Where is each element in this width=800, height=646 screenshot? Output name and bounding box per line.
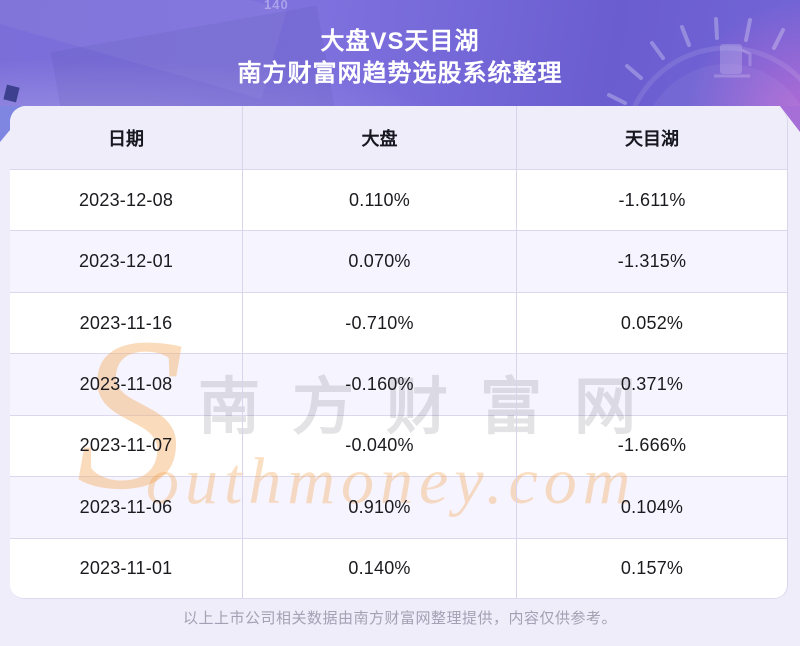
table-row: 2023-11-16 -0.710% 0.052% (10, 291, 787, 354)
cell-date: 2023-11-01 (10, 538, 243, 598)
page-title: 大盘VS天目湖 (320, 28, 480, 55)
cell-date: 2023-11-08 (10, 354, 243, 415)
table-row: 2023-11-01 0.140% 0.157% (10, 537, 787, 598)
fuel-gauge-icon (607, 17, 800, 106)
banner: 140 大盘VS天目湖 南方财富网趋势选股系统整理 (0, 0, 800, 106)
page-subtitle: 南方财富网趋势选股系统整理 (237, 60, 563, 87)
table-row: 2023-12-08 0.110% -1.611% (10, 169, 787, 231)
cell-dapan: -0.160% (243, 354, 517, 415)
table-body: 2023-12-08 0.110% -1.611% 2023-12-01 0.070% -… (10, 169, 787, 598)
fuel-pump-icon (714, 44, 752, 78)
cell-tianmuhu: 0.371% (620, 373, 684, 394)
table-row: 2023-11-07 -0.040% -1.666% (10, 414, 787, 477)
table-row: 2023-11-08 -0.160% 0.371% (10, 353, 787, 415)
speedometer-number-decoration: 140 (264, 0, 289, 12)
cell-dapan: 0.140% (243, 538, 517, 598)
cell-tianmuhu: -1.666% (617, 435, 687, 456)
data-table-card: 日期 大盘 天目湖 2023-12-08 0.110% -1.611% 2023-12… (10, 106, 788, 599)
cell-tianmuhu: 0.157% (620, 558, 684, 579)
table-row: 2023-12-01 0.070% -1.315% (10, 230, 787, 292)
cell-date: 2023-11-06 (10, 477, 243, 538)
cell-dapan: 0.110% (243, 170, 517, 231)
cell-date: 2023-12-08 (10, 170, 243, 231)
cell-tianmuhu: 0.052% (620, 312, 684, 333)
cell-date: 2023-11-07 (10, 415, 243, 477)
cell-date: 2023-12-01 (10, 231, 243, 292)
table-row: 2023-11-06 0.910% 0.104% (10, 476, 787, 538)
column-header-tianmuhu: 天目湖 (625, 128, 679, 149)
column-header-dapan: 大盘 (243, 106, 517, 169)
cell-tianmuhu: 0.104% (620, 496, 684, 517)
cell-tianmuhu: -1.315% (617, 251, 687, 272)
table-header-row: 日期 大盘 天目湖 (10, 106, 787, 169)
cell-dapan: 0.910% (243, 477, 517, 538)
cell-dapan: -0.040% (243, 415, 517, 477)
cell-date: 2023-11-16 (10, 292, 243, 354)
cell-tianmuhu: -1.611% (618, 189, 686, 210)
cell-dapan: -0.710% (243, 292, 517, 354)
column-header-date: 日期 (10, 106, 243, 169)
cell-dapan: 0.070% (243, 231, 517, 292)
footer-disclaimer: 以上上市公司相关数据由南方财富网整理提供，内容仅供参考。 (182, 610, 617, 627)
